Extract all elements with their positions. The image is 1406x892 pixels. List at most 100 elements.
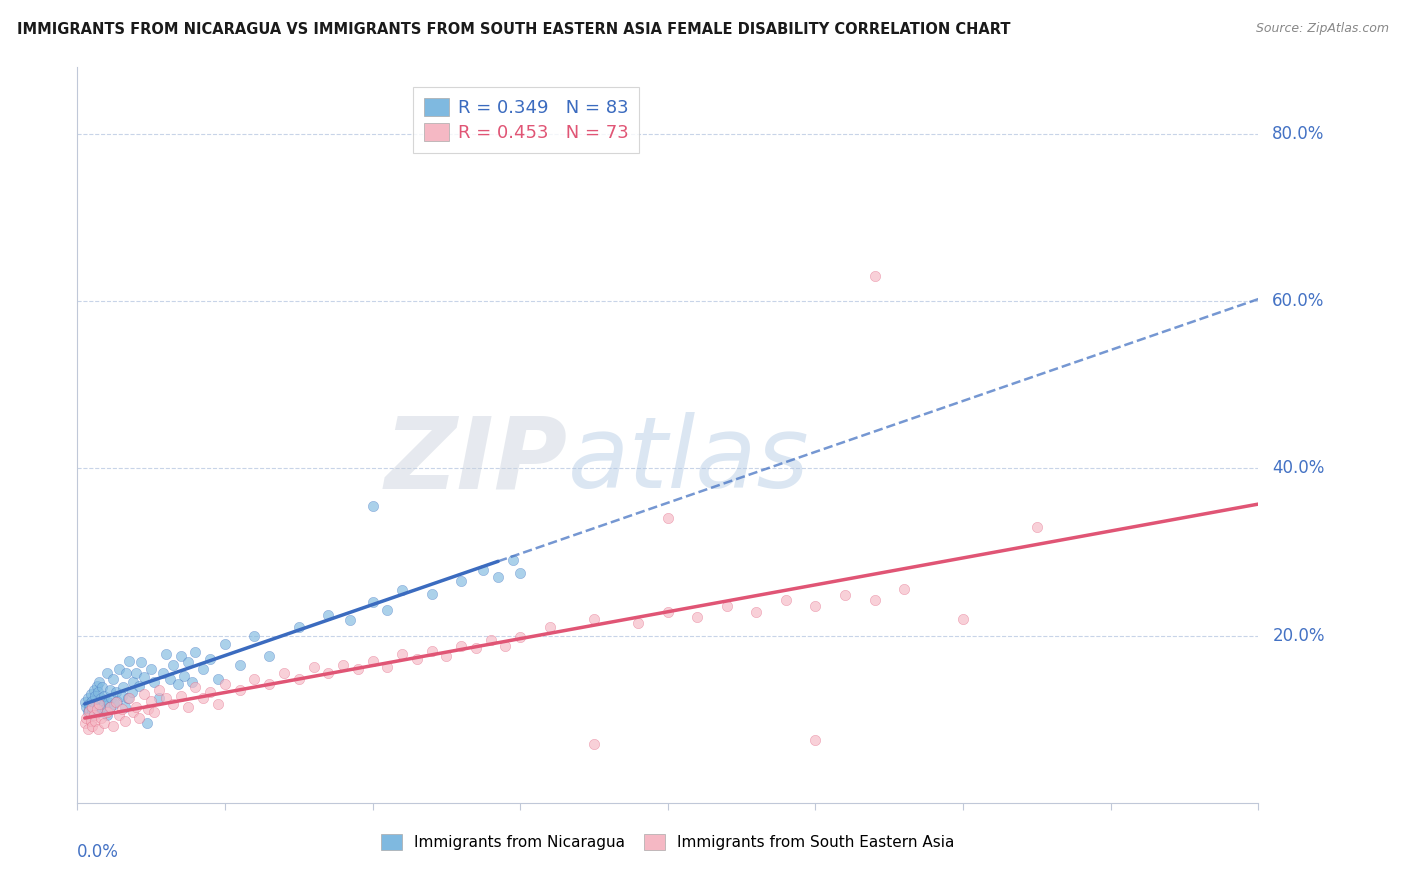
- Point: [96, 706, 118, 720]
- Point: [87, 723, 110, 737]
- Point: [91, 681, 114, 695]
- Point: [98, 699, 121, 714]
- Point: [273, 666, 295, 681]
- Point: [214, 677, 236, 691]
- Point: [125, 699, 148, 714]
- Point: [82, 704, 104, 718]
- Point: [420, 643, 443, 657]
- Point: [200, 652, 222, 666]
- Point: [104, 696, 127, 710]
- Point: [121, 685, 143, 699]
- Point: [87, 685, 110, 699]
- Point: [170, 649, 193, 664]
- Point: [103, 697, 125, 711]
- Point: [111, 702, 132, 716]
- Point: [450, 639, 472, 653]
- Point: [118, 691, 141, 706]
- Point: [107, 662, 129, 676]
- Point: [76, 723, 98, 737]
- Point: [83, 706, 105, 720]
- Text: 60.0%: 60.0%: [1272, 292, 1324, 310]
- Point: [502, 553, 524, 567]
- Point: [627, 615, 650, 630]
- Point: [89, 674, 111, 689]
- Point: [77, 702, 100, 716]
- Point: [105, 694, 128, 708]
- Point: [804, 599, 827, 614]
- Point: [406, 652, 429, 666]
- Point: [143, 706, 166, 720]
- Point: [111, 689, 132, 703]
- Point: [318, 607, 340, 622]
- Point: [82, 699, 104, 714]
- Point: [952, 612, 974, 626]
- Point: [77, 697, 100, 711]
- Point: [893, 582, 915, 596]
- Point: [79, 708, 101, 723]
- Point: [472, 563, 495, 577]
- Point: [166, 677, 188, 691]
- Text: 80.0%: 80.0%: [1272, 125, 1324, 143]
- Point: [339, 614, 361, 628]
- Point: [132, 670, 155, 684]
- Point: [148, 682, 170, 697]
- Point: [191, 691, 214, 706]
- Text: ZIP: ZIP: [384, 412, 568, 509]
- Point: [93, 697, 115, 711]
- Point: [114, 714, 136, 728]
- Point: [184, 681, 207, 695]
- Point: [135, 716, 157, 731]
- Point: [77, 704, 100, 718]
- Point: [804, 733, 827, 747]
- Point: [162, 657, 184, 672]
- Point: [509, 630, 531, 644]
- Point: [128, 679, 150, 693]
- Point: [90, 710, 112, 724]
- Point: [75, 699, 97, 714]
- Point: [100, 691, 122, 706]
- Point: [243, 672, 266, 686]
- Point: [177, 655, 200, 669]
- Point: [177, 699, 200, 714]
- Point: [107, 708, 129, 723]
- Point: [75, 710, 97, 724]
- Point: [361, 595, 384, 609]
- Point: [155, 691, 177, 706]
- Point: [84, 699, 107, 714]
- Point: [114, 699, 136, 714]
- Point: [86, 702, 108, 716]
- Point: [450, 574, 472, 589]
- Point: [420, 587, 443, 601]
- Point: [122, 674, 145, 689]
- Point: [86, 679, 108, 693]
- Point: [538, 620, 561, 634]
- Point: [214, 637, 236, 651]
- Point: [207, 672, 229, 686]
- Point: [288, 620, 311, 634]
- Point: [159, 672, 181, 686]
- Point: [863, 268, 886, 283]
- Point: [391, 582, 413, 597]
- Point: [96, 666, 118, 681]
- Point: [200, 685, 222, 699]
- Point: [377, 603, 399, 617]
- Point: [436, 649, 458, 664]
- Point: [143, 674, 166, 689]
- Point: [346, 662, 368, 676]
- Point: [93, 689, 115, 703]
- Point: [82, 719, 104, 733]
- Point: [122, 706, 145, 720]
- Point: [583, 737, 606, 751]
- Point: [583, 612, 606, 626]
- Point: [82, 694, 104, 708]
- Text: IMMIGRANTS FROM NICARAGUA VS IMMIGRANTS FROM SOUTH EASTERN ASIA FEMALE DISABILIT: IMMIGRANTS FROM NICARAGUA VS IMMIGRANTS …: [17, 22, 1011, 37]
- Point: [117, 691, 139, 706]
- Point: [89, 697, 111, 711]
- Point: [128, 710, 150, 724]
- Point: [361, 654, 384, 668]
- Point: [259, 677, 281, 691]
- Point: [79, 714, 101, 728]
- Point: [152, 666, 174, 681]
- Point: [93, 716, 115, 731]
- Point: [775, 593, 797, 607]
